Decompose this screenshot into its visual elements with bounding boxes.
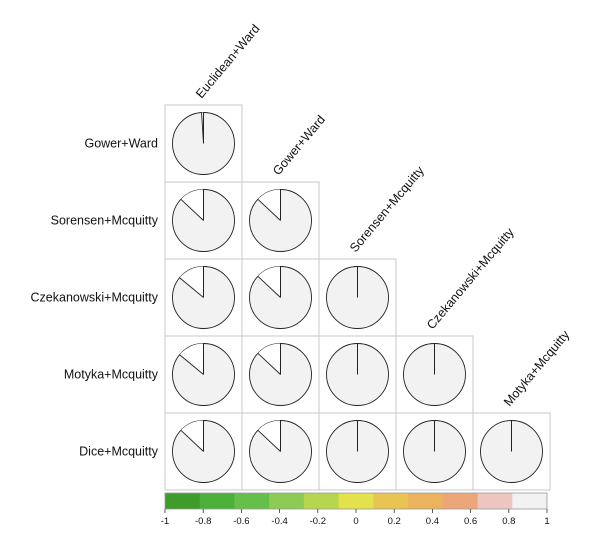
pie-gap-3-0: [179, 343, 204, 375]
column-label: Sorensen+Mcquitty: [347, 163, 427, 255]
pie-edge-3-0: [179, 354, 204, 375]
column-label: Gower+Ward: [270, 113, 328, 178]
colorbar-tick-label: -0.8: [195, 516, 211, 527]
colorbar-tick-label: 0.4: [426, 516, 439, 527]
row-label: Dice+Mcquitty: [79, 445, 159, 459]
colorbar-segment: [303, 493, 340, 509]
pie-edge-3-1: [257, 352, 281, 375]
colorbar: -1 -0.8 -0.6 -0.4 -0.2 0 0.2 0.4 0.6 0.8 1: [161, 492, 550, 527]
row-label: Sorensen+Mcquitty: [51, 214, 159, 228]
row-label: Czekanowski+Mcquitty: [31, 291, 159, 305]
colorbar-tick-label: 0: [353, 516, 358, 527]
colorbar-tick-label: 0.2: [388, 516, 401, 527]
pie-gap-3-1: [257, 343, 281, 375]
pie-edge-1-0: [180, 198, 204, 221]
pie-gap-2-0: [179, 266, 204, 298]
column-label: Czekanowski+Mcquitty: [424, 225, 517, 332]
colorbar-segment: [199, 493, 235, 509]
colorbar-tick-label: 0.8: [502, 516, 515, 527]
pie-edge-4-1: [257, 429, 281, 452]
colorbar-tick-label: -1: [161, 516, 169, 527]
colorbar-segment: [165, 493, 201, 509]
pie-edge-1-1: [257, 198, 281, 221]
pie-gap-1-0: [180, 189, 204, 221]
colorbar-segment: [373, 493, 409, 509]
pie-gap-4-1: [257, 420, 281, 452]
colorbar-segment: [477, 493, 513, 509]
colorbar-segment: [408, 493, 444, 509]
pie-gap-2-1: [257, 266, 281, 298]
colorbar-segment: [234, 493, 270, 509]
colorbar-tick-label: -0.6: [233, 516, 249, 527]
colorbar-segment: [442, 493, 479, 509]
colorbar-tick-label: 0.6: [464, 516, 477, 527]
colorbar-segment: [512, 493, 548, 509]
pie-gap-1-1: [257, 189, 281, 221]
column-label: Euclidean+Ward: [193, 22, 263, 101]
colorbar-segment: [338, 493, 374, 509]
row-label: Motyka+Mcquitty: [64, 368, 159, 382]
row-label: Gower+Ward: [84, 137, 158, 151]
column-label: Motyka+Mcquitty: [501, 327, 573, 409]
colorbar-tick-label: -0.2: [310, 516, 326, 527]
colorbar-tick-label: 1: [544, 516, 549, 527]
pie-edge-4-0: [180, 429, 204, 452]
pie-edge-2-1: [257, 275, 281, 298]
cell-4-4: [472, 412, 551, 491]
colorbar-segment: [269, 493, 305, 509]
pie-edge-2-0: [179, 277, 204, 298]
colorbar-tick-label: -0.4: [271, 516, 287, 527]
pie-gap-4-0: [180, 420, 204, 452]
